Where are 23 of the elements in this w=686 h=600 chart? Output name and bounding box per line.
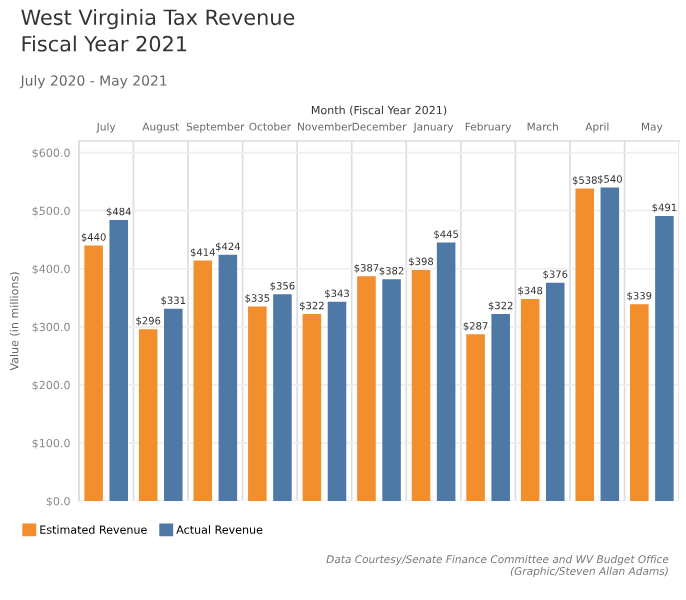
bar (357, 276, 376, 501)
bar (655, 215, 674, 501)
bar (600, 187, 620, 501)
bar (411, 269, 431, 501)
bar (218, 254, 238, 501)
bar (327, 301, 347, 501)
bar (382, 279, 401, 501)
bar (302, 314, 322, 501)
bar (248, 306, 267, 501)
bar (164, 308, 183, 501)
bar (545, 282, 565, 501)
bar (436, 242, 456, 501)
bar (575, 188, 595, 501)
chart-title: West Virginia Tax Revenue Fiscal Year 2021 (21, 9, 295, 52)
bar (273, 294, 292, 501)
bar (630, 304, 649, 501)
bar (109, 219, 128, 501)
bar (491, 314, 510, 501)
bar (84, 245, 103, 501)
bar (193, 260, 213, 501)
bar (520, 298, 540, 501)
bar (466, 334, 485, 501)
bar (138, 329, 158, 501)
